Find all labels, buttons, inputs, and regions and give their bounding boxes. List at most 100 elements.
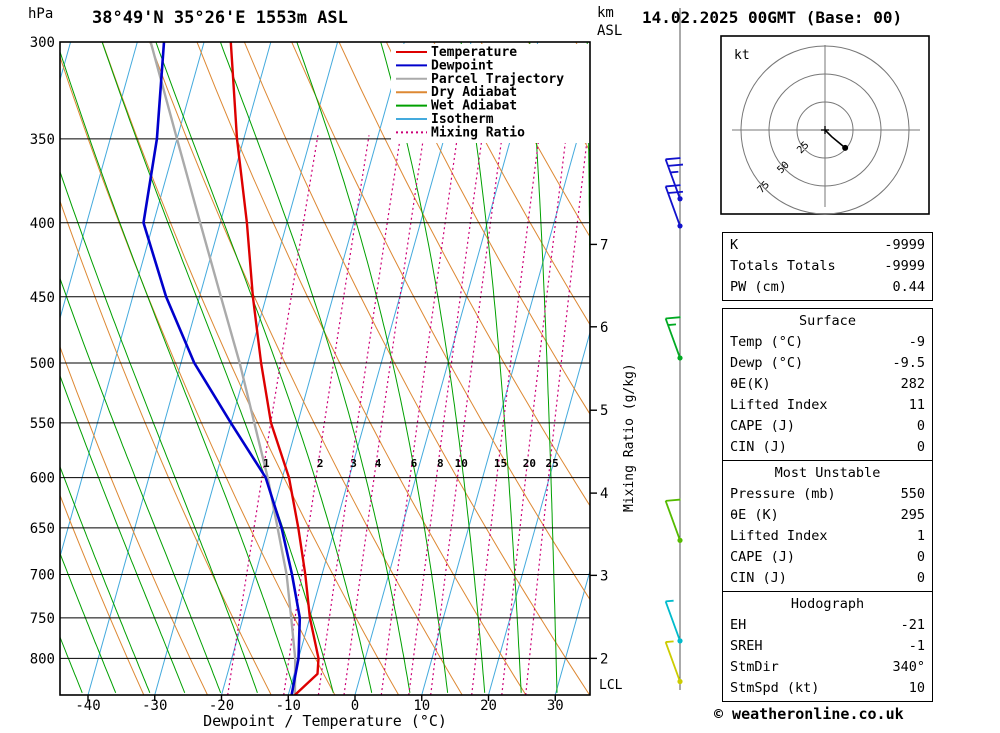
- mixing-ratio-lines: [227, 135, 589, 695]
- x-axis-caption: Dewpoint / Temperature (°C): [203, 712, 447, 730]
- dewpoint-line: [142, 42, 302, 695]
- stat-value: 11: [908, 397, 925, 413]
- stat-row: CAPE (J) 0: [730, 416, 925, 437]
- mixing-ratio-value: 1: [263, 457, 270, 470]
- legend-label: Wet Adiabat: [431, 99, 517, 114]
- hodograph-ring: [740, 45, 910, 215]
- hodograph-trace-dot: [842, 144, 849, 151]
- dry-adiabat-lines: [60, 42, 590, 695]
- stat-value: 0: [916, 439, 925, 455]
- wind-barb-feather: [665, 316, 681, 320]
- stat-row: Totals Totals -9999: [730, 256, 925, 277]
- stat-label: StmSpd (kt): [730, 680, 820, 696]
- stat-label: Temp (°C): [730, 334, 804, 350]
- legend-label: Mixing Ratio: [431, 125, 525, 140]
- hodograph-ring: [796, 101, 854, 159]
- profiles: [142, 42, 320, 695]
- stat-row: StmDir 340°: [730, 657, 925, 678]
- stat-label: PW (cm): [730, 279, 787, 295]
- x-tick-label: -30: [142, 698, 167, 714]
- stat-value: 0: [916, 570, 925, 586]
- km-tick-label: 3: [600, 568, 608, 584]
- mixing-ratio-value: 8: [437, 457, 444, 470]
- stat-label: Lifted Index: [730, 528, 828, 544]
- stat-value: -9999: [884, 237, 925, 253]
- stat-value: 0: [916, 549, 925, 565]
- temperature-line: [229, 42, 320, 695]
- stat-row: CIN (J) 0: [730, 437, 925, 458]
- pressure-tick-label: 600: [30, 471, 55, 487]
- stat-row: EH -21: [730, 615, 925, 636]
- stat-value: 0.44: [892, 279, 925, 295]
- stat-row: SREH -1: [730, 636, 925, 657]
- pressure-tick-label: 350: [30, 132, 55, 148]
- stat-row: PW (cm) 0.44: [730, 277, 925, 298]
- km-tick-label: 4: [600, 486, 608, 502]
- km-asl-ticks: 7 6 5 4 3 2 LCL: [590, 237, 623, 693]
- pressure-tick-label: 550: [30, 416, 55, 432]
- km-tick-label: 5: [600, 403, 608, 419]
- hodograph-stats-box: Hodograph EH -21 SREH -1 StmDir 340° StmSpd (kt…: [722, 592, 933, 702]
- stat-row: StmSpd (kt) 10: [730, 678, 925, 699]
- stat-row: Dewp (°C) -9.5: [730, 353, 925, 374]
- stat-value: 1: [916, 528, 925, 544]
- section-title: Hodograph: [790, 596, 865, 612]
- pressure-tick-label: 500: [30, 356, 55, 372]
- wind-barb-feather: [665, 498, 681, 502]
- km-tick-label: 2: [600, 651, 608, 667]
- wind-barb-column: [664, 8, 684, 690]
- hodograph-ring: [768, 73, 882, 187]
- stat-label: CAPE (J): [730, 418, 796, 434]
- stat-label: CIN (J): [730, 570, 787, 586]
- pressure-tick-label: 400: [30, 216, 55, 232]
- pressure-tick-label: 800: [30, 651, 55, 667]
- stat-label: Pressure (mb): [730, 486, 836, 502]
- stat-label: CAPE (J): [730, 549, 796, 565]
- run-date: 14.02.2025 00GMT (Base: 00): [642, 8, 903, 27]
- pressure-gridlines: [60, 42, 590, 659]
- wind-barb-shaft: [664, 500, 681, 541]
- stat-label: θE (K): [730, 507, 779, 523]
- wind-barb-feather: [665, 184, 681, 188]
- legend-label: Temperature: [431, 45, 517, 60]
- stat-label: CIN (J): [730, 439, 787, 455]
- wind-barb-half-feather: [665, 599, 674, 603]
- pressure-tick-label: 700: [30, 567, 55, 583]
- pressure-tick-labels: 300 350 400 450 500 550 600 650 700 750 800: [30, 35, 55, 667]
- wind-barb-feather: [665, 157, 681, 161]
- stat-row: K -9999: [730, 235, 925, 256]
- hodograph-unit-label: kt: [734, 48, 750, 63]
- pressure-tick-label: 750: [30, 611, 55, 627]
- mixing-ratio-value: 15: [494, 457, 507, 470]
- x-tick-label: 20: [480, 698, 497, 714]
- wind-barb-shaft: [664, 601, 681, 642]
- stat-value: 282: [900, 376, 925, 392]
- mixing-ratio-value: 2: [317, 457, 324, 470]
- km-tick-label: 6: [600, 320, 608, 336]
- indices-box: K -9999 Totals Totals -9999 PW (cm) 0.44: [722, 232, 933, 301]
- wind-barb-half-feather: [670, 170, 679, 174]
- stat-row: Lifted Index 1: [730, 526, 925, 547]
- stat-label: SREH: [730, 638, 763, 654]
- wind-barb-feather: [667, 190, 684, 194]
- stat-row: Temp (°C) -9: [730, 332, 925, 353]
- lcl-label: LCL: [599, 678, 623, 693]
- stat-value: -1: [908, 638, 925, 654]
- most-unstable-box: Most Unstable Pressure (mb) 550 θE (K) 295 Li…: [722, 461, 933, 592]
- mixing-ratio-value-labels: 1 2 3 4 6 8 10 15 20 25: [263, 457, 559, 470]
- x-tick-label: -20: [209, 698, 234, 714]
- pressure-tick-label: 450: [30, 290, 55, 306]
- parcel-trajectory-line: [149, 42, 297, 695]
- station-title: 38°49'N 35°26'E 1553m ASL: [92, 8, 348, 28]
- x-tick-label: 30: [547, 698, 564, 714]
- height-axis-unit: km ASL: [597, 4, 622, 40]
- mixing-ratio-value: 6: [411, 457, 418, 470]
- stat-label: Lifted Index: [730, 397, 828, 413]
- mixing-ratio-axis-label: Mixing Ratio (g/kg): [622, 363, 637, 512]
- x-tick-label: 0: [351, 698, 359, 714]
- surface-box: Surface Temp (°C) -9 Dewp (°C) -9.5 θE(K) 282 L…: [722, 308, 933, 461]
